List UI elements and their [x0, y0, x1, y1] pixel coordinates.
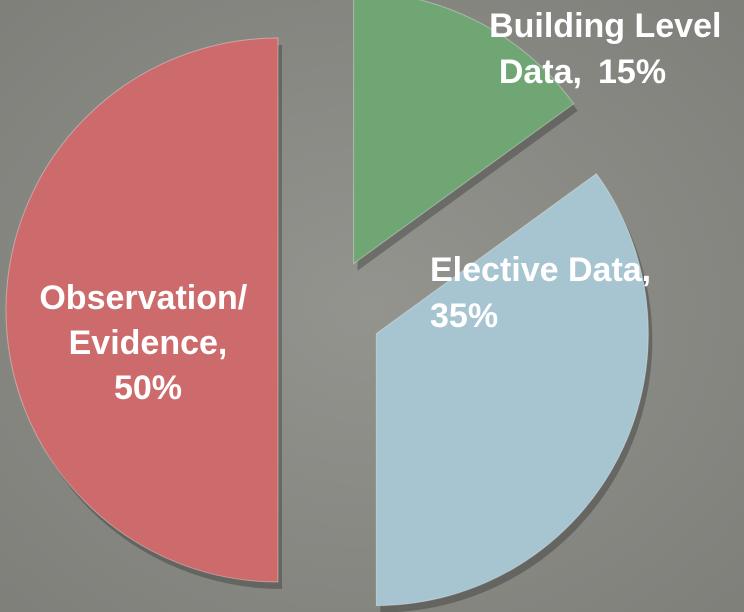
- slice-label: Elective Data, 35%: [430, 251, 651, 335]
- slice-label: Observation/ Evidence, 50%: [39, 279, 256, 407]
- label-line: Evidence,: [69, 324, 228, 362]
- label-line: Data,: [499, 53, 582, 91]
- label-line: Building Level: [489, 7, 731, 45]
- slice-label: Building Level Data, 15%: [489, 7, 731, 91]
- value-label: 15%: [598, 53, 666, 91]
- label-line: Observation/: [39, 279, 256, 317]
- value-label: 50%: [114, 369, 182, 407]
- category-label: Elective Data,: [430, 251, 651, 289]
- pie-slice: [5, 37, 279, 583]
- category-label: Observation/ Evidence,: [39, 279, 256, 362]
- label-line: Elective Data,: [430, 251, 651, 289]
- pie-slice: [353, 0, 575, 265]
- value-label: 35%: [430, 297, 498, 335]
- category-label: Building Level Data,: [489, 7, 731, 91]
- pie-slice: [375, 173, 649, 607]
